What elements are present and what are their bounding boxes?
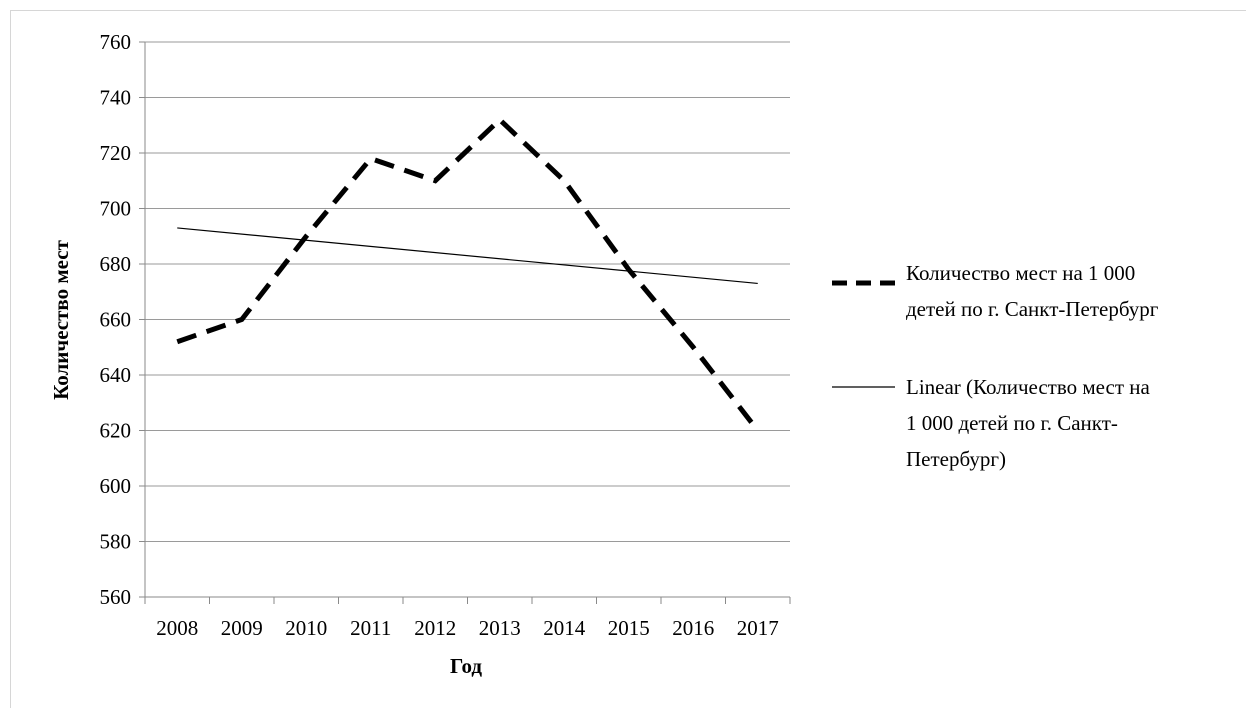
y-tick-label: 560 bbox=[100, 585, 132, 609]
y-tick-label: 640 bbox=[100, 363, 132, 387]
data-point bbox=[239, 317, 244, 322]
x-tick-label: 2013 bbox=[479, 616, 521, 640]
chart-frame bbox=[10, 10, 1246, 708]
x-tick-label: 2016 bbox=[672, 616, 714, 640]
series-line-linear-trend bbox=[177, 227, 758, 285]
y-axis-title: Количество мест bbox=[49, 239, 73, 399]
data-point bbox=[691, 345, 696, 350]
x-tick-label: 2015 bbox=[608, 616, 650, 640]
data-point bbox=[433, 178, 438, 183]
y-tick-label: 760 bbox=[100, 30, 132, 54]
x-tick-label: 2008 bbox=[156, 616, 198, 640]
series-line-places bbox=[176, 116, 760, 433]
data-point bbox=[562, 178, 567, 183]
series-layer bbox=[175, 116, 760, 433]
data-point bbox=[175, 339, 180, 344]
y-tick-label: 740 bbox=[100, 86, 132, 110]
y-tick-label: 680 bbox=[100, 252, 132, 276]
data-point bbox=[755, 428, 760, 433]
x-tick-label: 2012 bbox=[414, 616, 456, 640]
data-point bbox=[368, 156, 373, 161]
x-tick-label: 2010 bbox=[285, 616, 327, 640]
y-tick-labels: 560 580 600 620 640 660 680 700 720 740 760 bbox=[100, 30, 132, 609]
gridlines bbox=[139, 41, 790, 598]
legend-label-linear: Linear (Количество мест на bbox=[906, 375, 1150, 399]
x-tick-label: 2009 bbox=[221, 616, 263, 640]
x-axis-title: Год bbox=[450, 654, 482, 678]
axes bbox=[144, 42, 791, 604]
x-tick-label: 2011 bbox=[350, 616, 391, 640]
y-tick-label: 580 bbox=[100, 530, 132, 554]
legend: Количество мест на 1 000 детей по г. Санк… bbox=[832, 261, 1159, 471]
legend-label-linear: Петербург) bbox=[906, 447, 1006, 471]
x-tick-label: 2017 bbox=[737, 616, 779, 640]
legend-label-linear: 1 000 детей по г. Санкт- bbox=[906, 411, 1118, 435]
data-point bbox=[497, 117, 502, 122]
legend-label-places: детей по г. Санкт-Петербург bbox=[906, 297, 1159, 321]
y-tick-label: 700 bbox=[100, 197, 132, 221]
legend-label-places: Количество мест на 1 000 bbox=[906, 261, 1135, 285]
y-tick-label: 620 bbox=[100, 419, 132, 443]
x-tick-label: 2014 bbox=[543, 616, 586, 640]
data-point bbox=[304, 234, 309, 239]
y-tick-label: 720 bbox=[100, 141, 132, 165]
x-tick-labels: 2008 2009 2010 2011 2012 2013 2014 2015 2016 2017 bbox=[156, 616, 779, 640]
y-tick-label: 600 bbox=[100, 474, 132, 498]
y-tick-label: 660 bbox=[100, 308, 132, 332]
